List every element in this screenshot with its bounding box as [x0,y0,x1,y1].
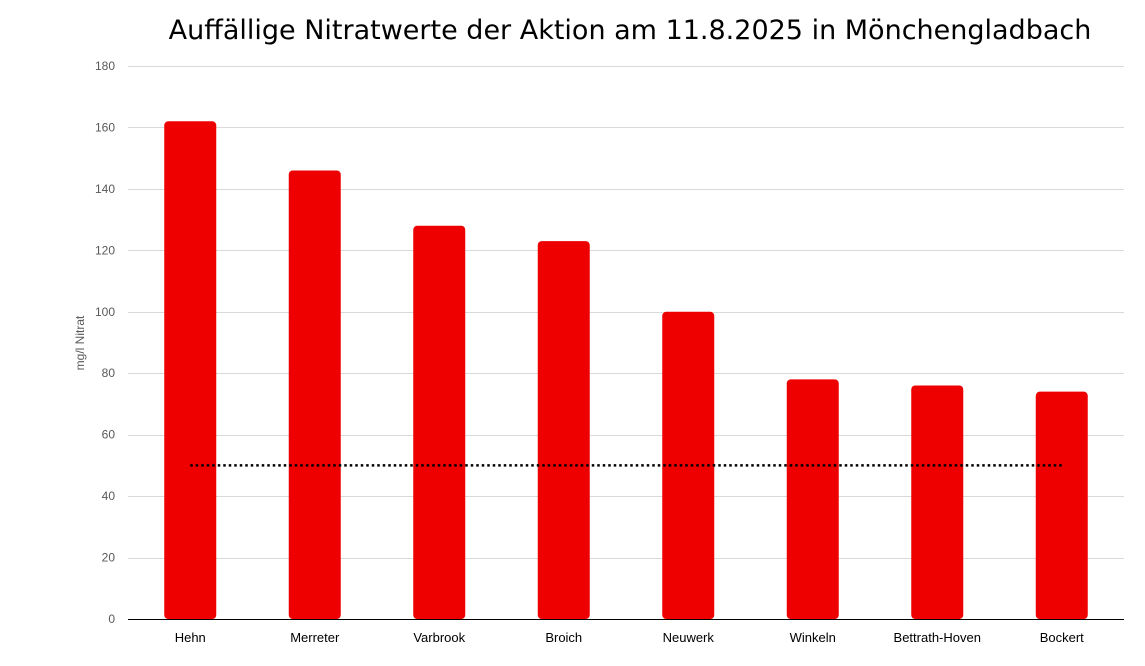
chart-title: Auffällige Nitratwerte der Aktion am 11.… [169,15,1092,46]
x-category-label: Bettrath-Hoven [894,630,981,645]
y-tick-label: 180 [95,59,115,73]
x-category-label: Neuwerk [663,630,715,645]
y-tick-label: 60 [102,428,116,442]
x-category-label: Hehn [175,630,206,645]
bar-broich [537,241,590,619]
bar-varbrook [413,225,466,619]
y-tick-label: 40 [102,489,116,503]
y-tick-label: 0 [108,612,115,626]
y-tick-label: 160 [95,120,115,134]
bars [164,121,1088,620]
x-category-label: Bockert [1040,630,1084,645]
y-tick-label: 80 [102,366,116,380]
x-category-label: Merreter [290,630,340,645]
bar-neuwerk [662,311,715,619]
gridlines [128,66,1124,559]
y-tick-label: 120 [95,243,115,257]
bar-hehn [164,121,217,620]
y-axis-ticks: 0 20 40 60 80 100 120 140 160 180 [95,59,115,626]
bar-bockert [1035,391,1088,619]
x-axis-categories: Hehn Merreter Varbrook Broich Neuwerk Winkeln… [175,630,1084,645]
y-tick-label: 100 [95,305,115,319]
bar-merreter [288,170,341,619]
x-category-label: Winkeln [790,630,836,645]
x-category-label: Varbrook [413,630,465,645]
x-category-label: Broich [545,630,582,645]
y-tick-label: 20 [102,551,116,565]
bar-winkeln [786,379,839,619]
bar-bettrath-hoven [911,385,964,619]
y-tick-label: 140 [95,182,115,196]
y-axis-label: mg/l Nitrat [73,315,87,370]
